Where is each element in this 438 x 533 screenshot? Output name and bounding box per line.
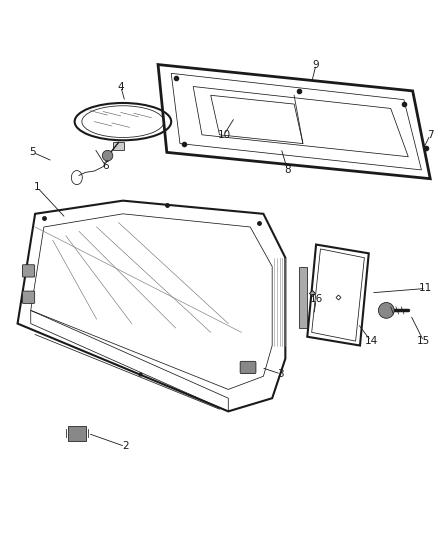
- Circle shape: [102, 150, 113, 161]
- Text: 2: 2: [121, 441, 128, 451]
- Text: 1: 1: [34, 182, 41, 192]
- Text: 16: 16: [309, 294, 322, 304]
- FancyBboxPatch shape: [68, 426, 85, 441]
- Text: 4: 4: [117, 82, 124, 92]
- Text: 8: 8: [283, 165, 290, 175]
- Text: 15: 15: [416, 336, 429, 346]
- Text: 5: 5: [29, 147, 36, 157]
- FancyBboxPatch shape: [299, 266, 307, 328]
- Text: 9: 9: [312, 60, 319, 70]
- Text: 14: 14: [364, 336, 377, 346]
- Text: 10: 10: [217, 130, 230, 140]
- Text: 6: 6: [102, 160, 109, 171]
- Circle shape: [378, 303, 393, 318]
- FancyBboxPatch shape: [113, 142, 124, 150]
- Text: 7: 7: [426, 130, 433, 140]
- FancyBboxPatch shape: [22, 291, 35, 303]
- Text: 3: 3: [277, 369, 284, 379]
- FancyBboxPatch shape: [240, 361, 255, 374]
- FancyBboxPatch shape: [22, 265, 35, 277]
- Text: 11: 11: [418, 284, 431, 294]
